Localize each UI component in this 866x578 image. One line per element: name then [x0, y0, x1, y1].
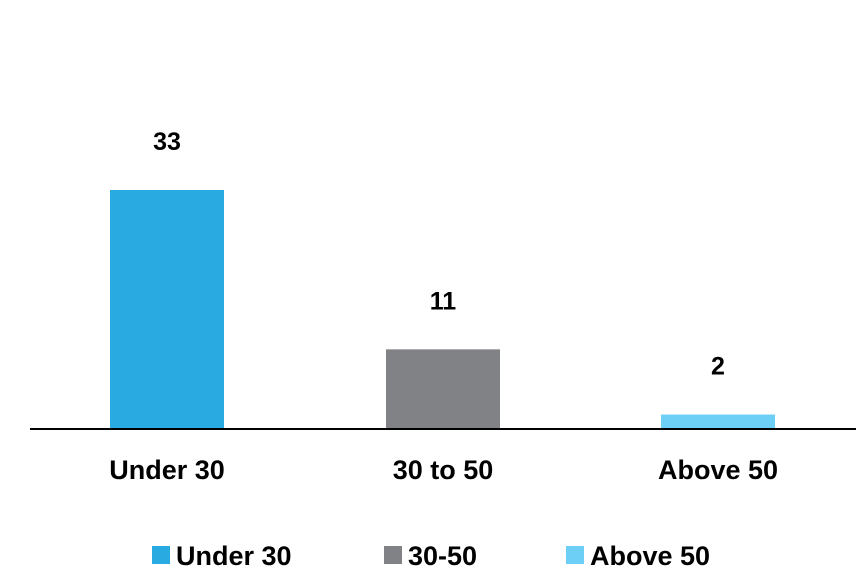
- x-tick-labels-group: Under 30 30 to 50 Above 50: [109, 455, 778, 485]
- bar-30-to-50: [386, 349, 500, 429]
- x-tick-label-30-to-50: 30 to 50: [393, 455, 494, 485]
- legend-label-30-50: 30-50: [408, 541, 477, 571]
- legend-swatch-under-30: [152, 546, 170, 564]
- data-label-above-50: 2: [711, 353, 725, 381]
- data-label-under-30: 33: [153, 128, 181, 156]
- legend-swatch-30-50: [384, 546, 402, 564]
- bars-group: [110, 190, 775, 429]
- data-labels-group: 33 11 2: [153, 128, 725, 381]
- bar-above-50: [661, 414, 775, 429]
- bar-under-30: [110, 190, 224, 429]
- x-tick-label-above-50: Above 50: [658, 455, 778, 485]
- x-tick-label-under-30: Under 30: [109, 455, 225, 485]
- legend: Under 30 30-50 Above 50: [152, 541, 710, 571]
- legend-label-under-30: Under 30: [176, 541, 292, 571]
- data-label-30-to-50: 11: [430, 287, 457, 315]
- legend-swatch-above-50: [566, 546, 584, 564]
- legend-label-above-50: Above 50: [590, 541, 710, 571]
